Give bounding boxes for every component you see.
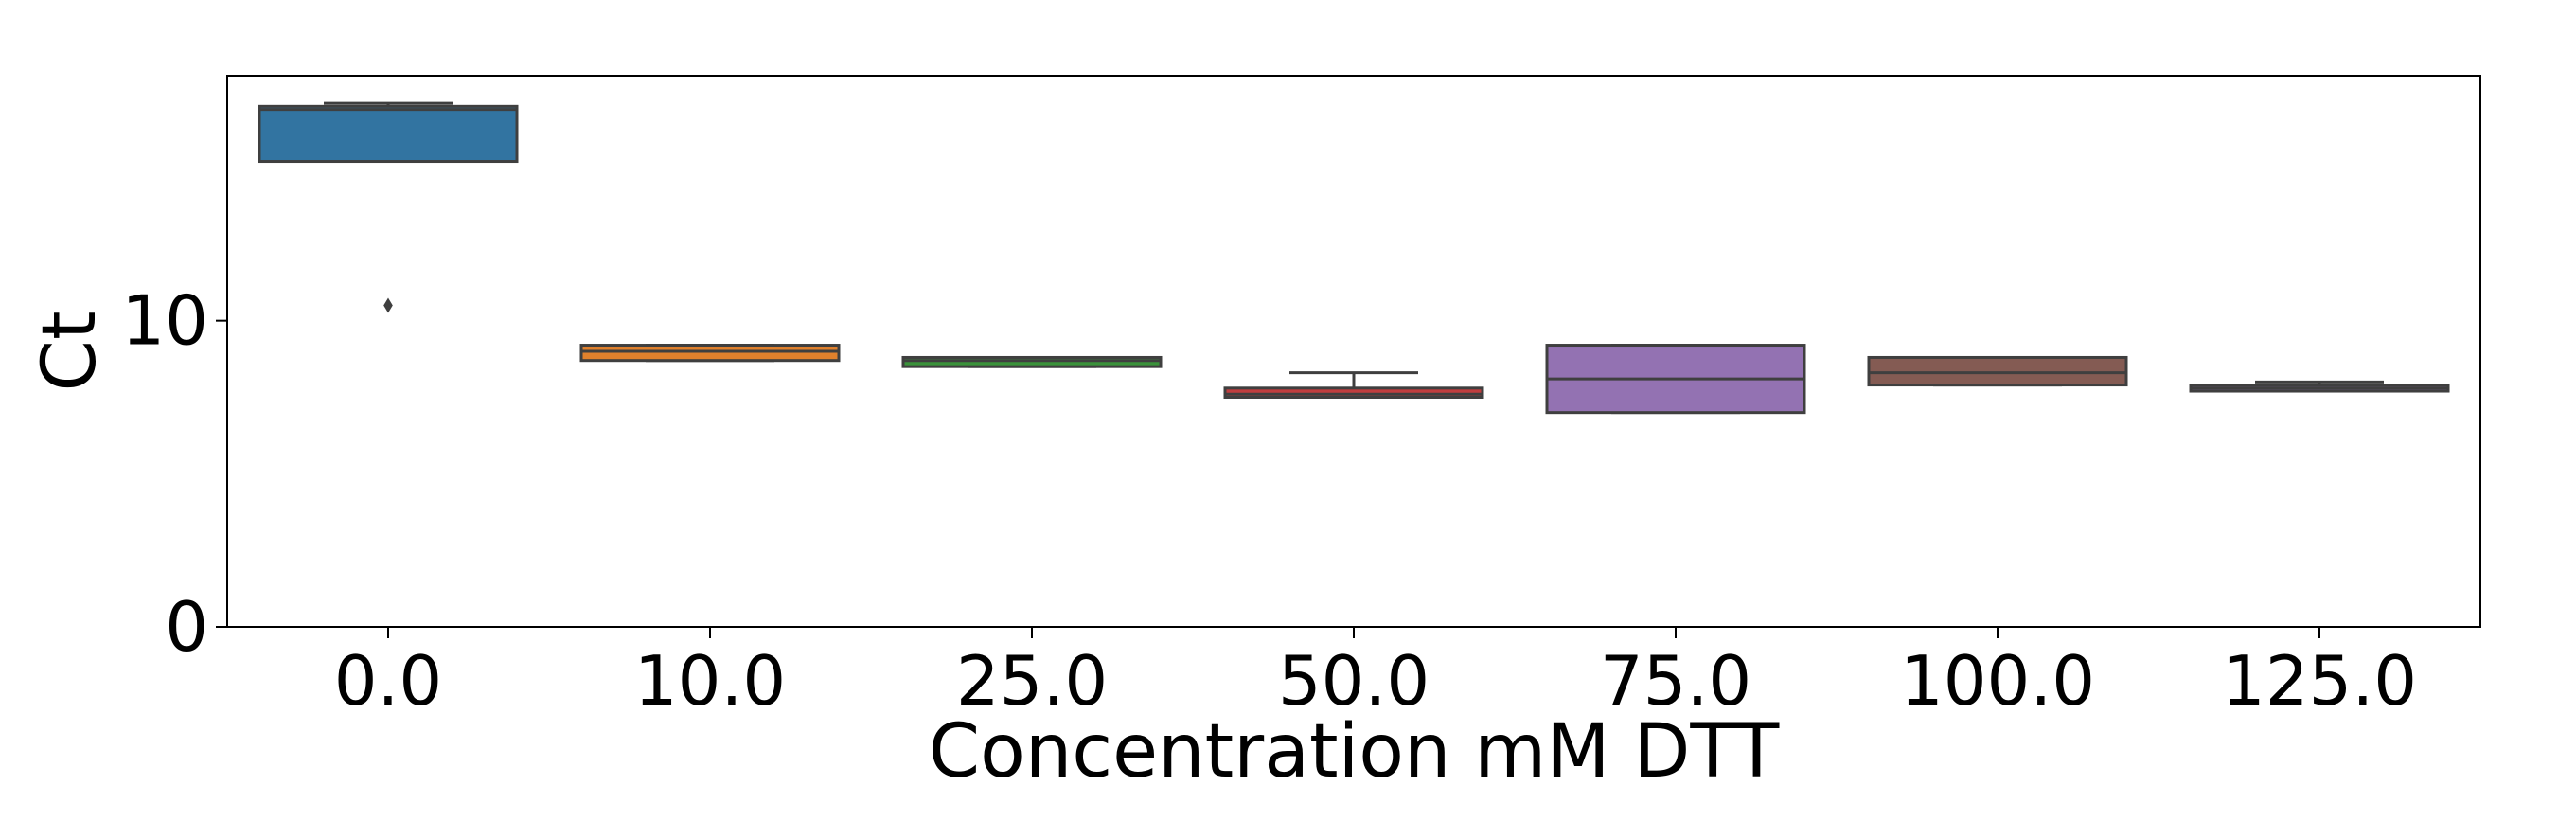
x-tick-label: 100.0 — [1900, 641, 2095, 721]
x-tick-label: 50.0 — [1278, 641, 1430, 721]
x-tick-label: 25.0 — [956, 641, 1108, 721]
box-iqr — [1867, 355, 2128, 387]
x-axis-label: Concentration mM DTT — [929, 709, 1780, 794]
x-tick-label: 10.0 — [634, 641, 786, 721]
x-tick-label: 0.0 — [334, 641, 443, 721]
box-10.0 — [579, 344, 841, 363]
y-axis-label: Ct — [27, 311, 113, 391]
box-iqr — [258, 104, 519, 164]
x-tick-label: 125.0 — [2222, 641, 2417, 721]
box-50.0 — [1223, 371, 1484, 399]
box-0.0 — [258, 101, 519, 313]
box-100.0 — [1867, 355, 2128, 387]
y-tick-label: 0 — [165, 587, 208, 667]
box-iqr — [1223, 386, 1484, 399]
box-iqr — [579, 344, 841, 363]
outlier-point — [383, 297, 393, 313]
x-tick-label: 75.0 — [1600, 641, 1751, 721]
chart-marks — [258, 101, 2450, 415]
y-tick-label: 10 — [121, 281, 208, 361]
box-125.0 — [2189, 380, 2450, 393]
box-25.0 — [901, 355, 1163, 368]
box-iqr — [901, 355, 1163, 368]
box-75.0 — [1545, 344, 1806, 415]
x-axis-ticks: 0.0 10.0 25.0 50.0 75.0 100.0 125.0 — [334, 627, 2417, 721]
y-axis-ticks: 0 10 — [121, 281, 227, 667]
